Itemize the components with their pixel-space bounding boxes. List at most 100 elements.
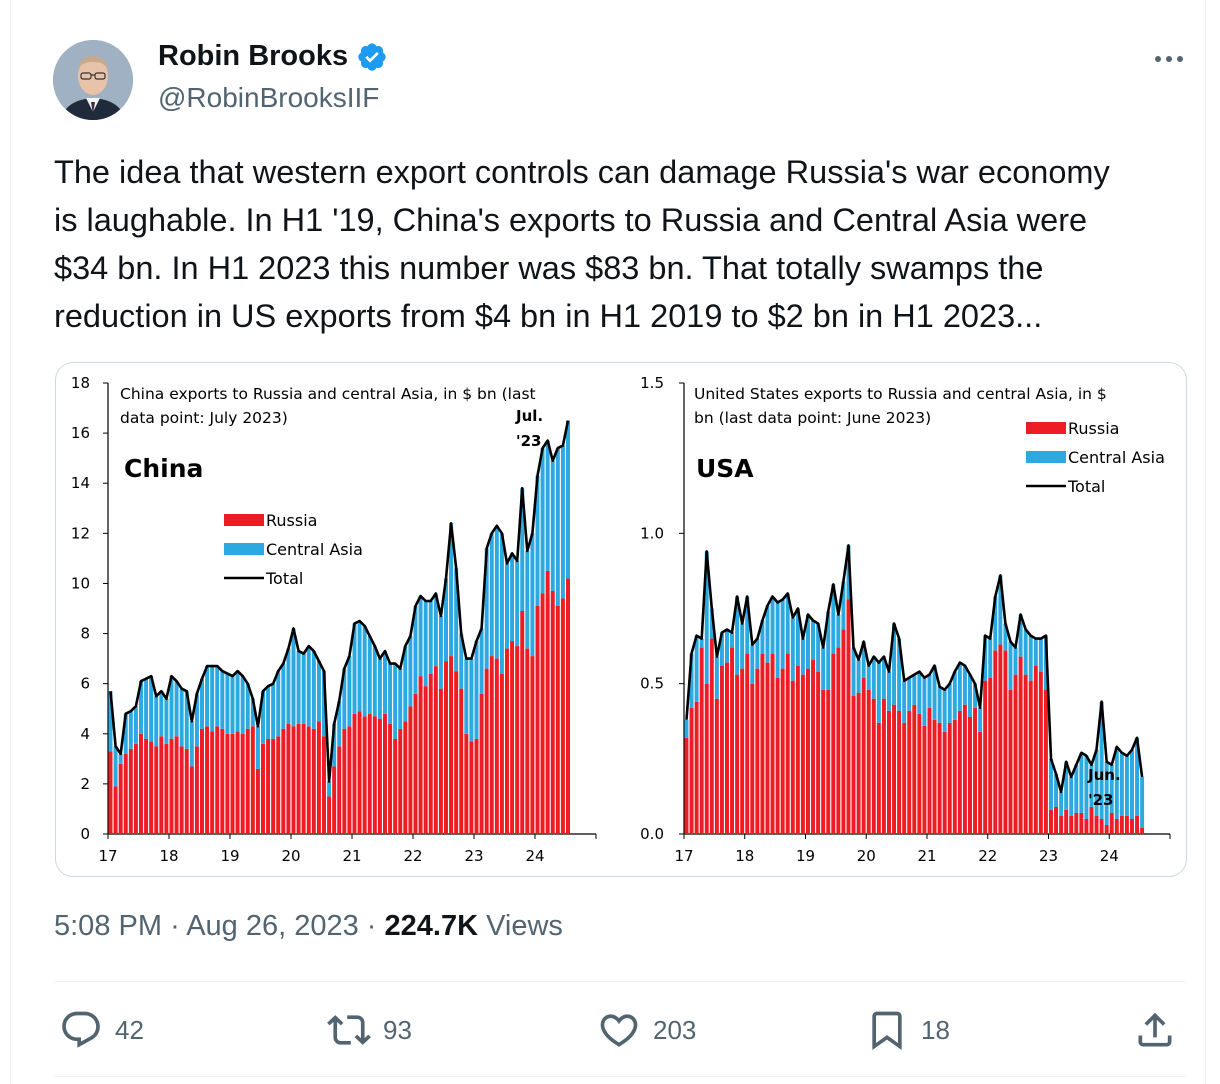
tweet-line: The idea that western export controls ca… (54, 154, 1110, 190)
bar-central-asia (464, 658, 469, 734)
bar-central-asia (388, 663, 393, 724)
bar-russia (139, 733, 143, 834)
bar-russia (484, 668, 489, 834)
bar-central-asia (856, 659, 861, 693)
author-name-row[interactable]: Robin Brooks (158, 40, 388, 73)
bar-central-asia (1059, 791, 1064, 816)
bar-russia (689, 707, 694, 834)
bar-russia (725, 662, 729, 834)
bookmark-button[interactable]: 18 (865, 1008, 950, 1052)
bar-russia (403, 721, 408, 834)
verified-badge-icon (358, 42, 386, 71)
bar-russia (311, 728, 316, 834)
panel-label: USA (696, 454, 754, 483)
bar-russia (194, 746, 199, 834)
bar-central-asia (968, 674, 972, 717)
bar-central-asia (1114, 746, 1119, 819)
share-button[interactable] (1133, 1008, 1177, 1052)
bar-central-asia (169, 676, 174, 739)
bar-central-asia (775, 602, 780, 678)
bar-central-asia (484, 548, 489, 669)
bar-russia (510, 641, 515, 834)
bar-russia (770, 653, 775, 834)
bar-central-asia (770, 596, 775, 654)
bar-russia (1114, 818, 1119, 834)
avatar[interactable] (53, 40, 133, 120)
bar-central-asia (149, 676, 154, 742)
bar-russia (922, 725, 927, 834)
meta-separator: · (170, 910, 187, 942)
bar-russia (189, 766, 194, 834)
bar-central-asia (494, 525, 499, 659)
bar-central-asia (245, 683, 250, 729)
bar-central-asia (795, 608, 800, 666)
bar-central-asia (205, 666, 210, 727)
bar-russia (765, 662, 770, 834)
bar-central-asia (235, 671, 240, 732)
reply-button[interactable]: 42 (59, 1008, 144, 1052)
bar-central-asia (1099, 701, 1104, 819)
bar-russia (1074, 812, 1079, 834)
author-name[interactable]: Robin Brooks (158, 40, 349, 72)
bar-central-asia (520, 488, 525, 612)
author-handle[interactable]: @RobinBrooksIIF (158, 82, 380, 113)
bar-central-asia (296, 651, 301, 724)
bar-russia (240, 733, 245, 834)
bar-central-asia (383, 651, 387, 714)
bar-russia (128, 748, 133, 834)
bar-russia (266, 738, 271, 834)
bar-russia (856, 692, 861, 834)
bar-russia (1038, 671, 1043, 834)
bar-central-asia (1033, 638, 1038, 666)
bar-russia (897, 710, 902, 834)
bar-russia (230, 733, 235, 834)
bar-russia (205, 726, 210, 834)
bar-russia (555, 605, 560, 834)
y-tick-label: 4 (80, 725, 90, 743)
bar-central-asia (301, 653, 306, 724)
bar-russia (745, 653, 750, 834)
bar-russia (235, 731, 240, 834)
bar-central-asia (836, 614, 841, 648)
tweet-time[interactable]: 5:08 PM (54, 910, 162, 942)
like-button[interactable]: 203 (597, 1008, 696, 1052)
repost-button[interactable]: 93 (327, 1008, 412, 1052)
bar-russia (433, 666, 438, 834)
bar-central-asia (1054, 773, 1059, 807)
x-tick-label: 18 (159, 847, 178, 865)
tweet-date[interactable]: Aug 26, 2023 (186, 910, 359, 942)
views-count: 224.7K (384, 910, 479, 942)
y-tick-label: 10 (71, 574, 90, 592)
bar-central-asia (433, 593, 438, 667)
tweet-media-image[interactable]: 0 2 4 6 8 10 12 14 16 18 17 18 19 20 21 22 23 24 China exp… (55, 362, 1187, 877)
bar-russia (942, 731, 947, 834)
bar-central-asia (937, 686, 942, 723)
bar-russia (881, 698, 886, 834)
bar-central-asia (372, 646, 377, 717)
bar-central-asia (220, 671, 225, 729)
bar-russia (520, 611, 525, 834)
bar-russia (1028, 680, 1033, 834)
tweet-line: $34 bn. In H1 2023 this number was $83 b… (54, 250, 1044, 286)
bar-russia (1109, 812, 1114, 834)
bar-central-asia (907, 677, 912, 711)
tweet-line: is laughable. In H1 '19, China's exports… (54, 202, 1088, 238)
x-tick-label: 23 (1039, 847, 1058, 865)
bar-russia (113, 786, 118, 834)
bar-central-asia (917, 671, 922, 714)
bar-central-asia (367, 636, 372, 714)
more-options-icon[interactable] (1149, 44, 1189, 74)
bar-russia (566, 578, 570, 834)
bar-central-asia (1104, 761, 1109, 825)
x-tick-label: 19 (796, 847, 815, 865)
bar-russia (841, 629, 846, 834)
bar-russia (836, 647, 841, 834)
bar-central-asia (1089, 764, 1094, 807)
bar-russia (973, 707, 978, 834)
bar-central-asia (725, 629, 729, 663)
bar-russia (550, 590, 555, 834)
bar-russia (515, 646, 520, 834)
y-tick-label: 14 (71, 474, 90, 492)
bar-central-asia (1023, 629, 1028, 675)
bar-central-asia (332, 723, 337, 767)
